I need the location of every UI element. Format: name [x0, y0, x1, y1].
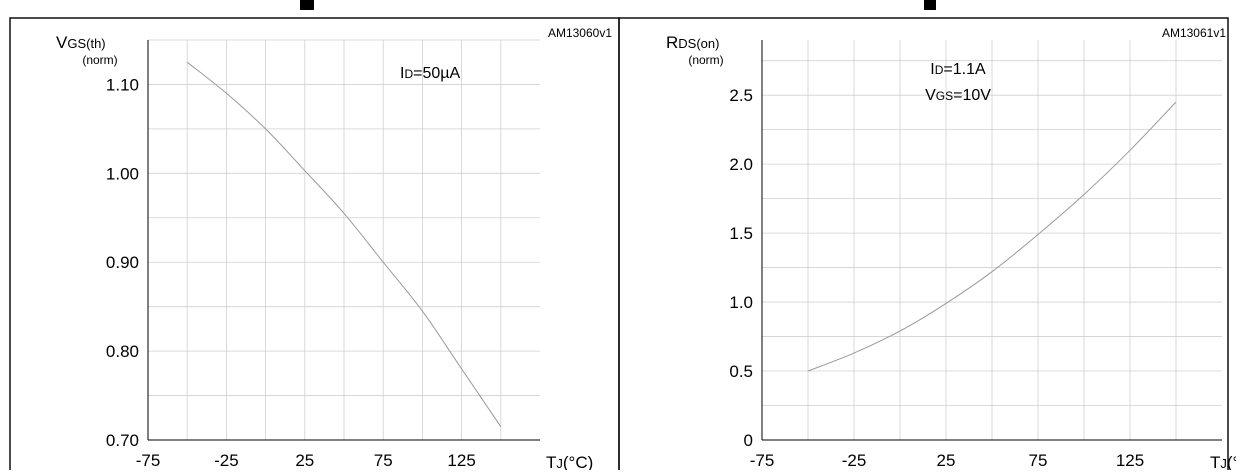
figure-code: AM13060v1: [548, 26, 612, 40]
y-tick-label: 0.90: [106, 253, 139, 272]
condition-label: ID=50µA: [400, 65, 460, 82]
condition-label-part: =50µA: [413, 65, 460, 82]
condition-label-part: D: [404, 67, 413, 81]
clipped-heading-right: [924, 0, 936, 10]
clipped-heading-left: [300, 0, 314, 10]
y-tick-label: 0.80: [106, 342, 139, 361]
condition-label: VGS=10V: [925, 87, 991, 104]
x-tick-label: -25: [842, 451, 867, 470]
y-axis-label-part: V: [56, 33, 68, 52]
vgs-threshold-chart: -75 -25 25 75 125 0.70 0.80 0.90 1.00 1.10 AM13060…: [56, 26, 612, 470]
x-tick-label: 125: [447, 451, 475, 470]
condition-label-part: D: [935, 63, 944, 77]
x-axis-label: TJ(°C): [1210, 453, 1236, 470]
y-tick-label: 1.00: [106, 164, 139, 183]
x-axis-label-part: T: [546, 453, 556, 470]
y-axis-label: RDS(on): [666, 33, 719, 52]
y-tick-label: 0.70: [106, 431, 139, 450]
x-tick-label: 75: [1029, 451, 1048, 470]
y-tick-label: 2.0: [729, 155, 753, 174]
x-tick-label: 25: [937, 451, 956, 470]
y-axis-norm-label: (norm): [82, 53, 117, 67]
x-tick-label: 75: [374, 451, 393, 470]
y-tick-label: 0: [744, 431, 753, 450]
condition-label-part: V: [925, 87, 936, 104]
panel-frame-right: [619, 18, 1228, 470]
condition-label: ID=1.1A: [930, 61, 986, 78]
x-axis-label-part: (°C): [563, 453, 593, 470]
y-axis-label-part: GS(th): [67, 36, 105, 51]
x-tick-label: -75: [750, 451, 775, 470]
y-tick-label: 2.5: [729, 86, 753, 105]
x-tick-label: 25: [295, 451, 314, 470]
x-tick-label: -25: [214, 451, 239, 470]
x-axis-label-part: (°C): [1227, 453, 1236, 470]
condition-label-part: =1.1A: [943, 61, 986, 78]
y-tick-label: 0.5: [729, 362, 753, 381]
x-axis-label-part: T: [1210, 453, 1220, 470]
y-axis-norm-label: (norm): [688, 53, 723, 67]
panel-frame-left: [10, 18, 619, 470]
condition-label-part: =10V: [953, 87, 991, 104]
figure-code: AM13061v1: [1162, 26, 1226, 40]
x-tick-label: -75: [136, 451, 161, 470]
condition-label-part: GS: [936, 89, 953, 103]
y-axis-label: VGS(th): [56, 33, 106, 52]
y-tick-label: 1.10: [106, 75, 139, 94]
x-tick-label: 125: [1116, 451, 1144, 470]
y-tick-label: 1.5: [729, 224, 753, 243]
y-axis-label-part: R: [666, 33, 678, 52]
y-tick-label: 1.0: [729, 293, 753, 312]
x-axis-label: TJ(°C): [546, 453, 593, 470]
y-axis-label-part: DS(on): [678, 36, 719, 51]
